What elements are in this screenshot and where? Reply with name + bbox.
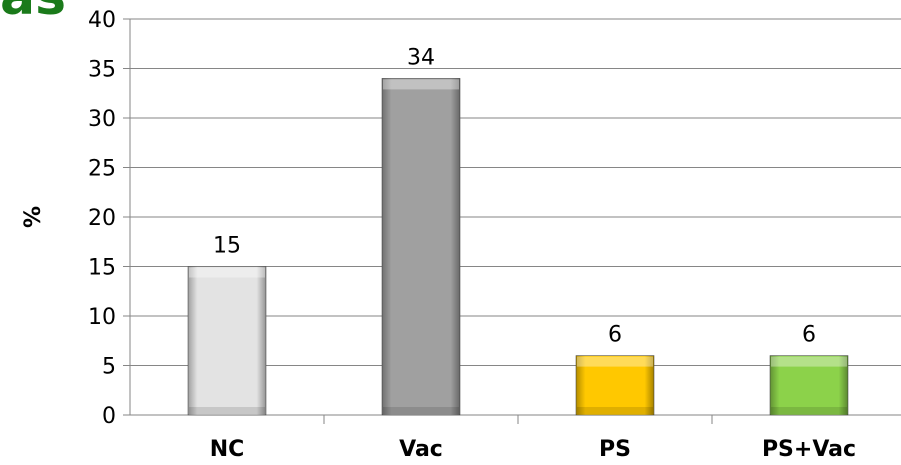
x-tick-label: PS+Vac <box>762 437 856 462</box>
bar-vac <box>381 78 461 416</box>
y-tick-label: 0 <box>102 404 116 429</box>
bar-bevel-bottom <box>383 407 459 414</box>
y-tick-label: 40 <box>88 8 116 33</box>
bar-bevel-bottom <box>771 407 847 414</box>
bar-bevel-top <box>577 356 653 367</box>
y-tick-label: 15 <box>88 256 116 281</box>
y-tick-label: 5 <box>102 355 116 380</box>
bar-shade <box>188 266 266 415</box>
data-label: 6 <box>608 323 622 348</box>
data-label: 15 <box>213 234 241 259</box>
y-tick-labels: 0 5 10 15 20 25 30 35 40 <box>88 8 116 429</box>
bar-bevel-bottom <box>189 407 265 414</box>
x-tick-labels: NC Vac PS PS+Vac <box>210 437 856 462</box>
bar-nc <box>187 266 267 416</box>
x-tick-label: PS <box>599 437 631 462</box>
bar-bevel-bottom <box>577 407 653 414</box>
y-tick-label: 20 <box>88 206 116 231</box>
data-labels: 15 34 6 6 <box>213 45 816 347</box>
y-axis-label: % <box>21 206 46 228</box>
bar-shade <box>382 78 460 416</box>
bar-bevel-top <box>771 356 847 367</box>
y-tick-label: 35 <box>88 58 116 83</box>
data-label: 6 <box>802 323 816 348</box>
chart-title-fragment: as <box>0 0 66 27</box>
bar-bevel-top <box>189 267 265 278</box>
bar-bevel-top <box>383 79 459 90</box>
y-tick-label: 25 <box>88 157 116 182</box>
x-tick-label: NC <box>210 437 245 462</box>
y-tick-label: 30 <box>88 107 116 132</box>
y-tick-label: 10 <box>88 305 116 330</box>
x-tick-label: Vac <box>399 437 443 462</box>
bar-ps-vac <box>769 355 849 416</box>
bars <box>187 78 849 416</box>
bar-ps <box>575 355 655 416</box>
bar-shade <box>770 355 848 415</box>
bar-shade <box>576 355 654 415</box>
data-label: 34 <box>407 45 435 70</box>
